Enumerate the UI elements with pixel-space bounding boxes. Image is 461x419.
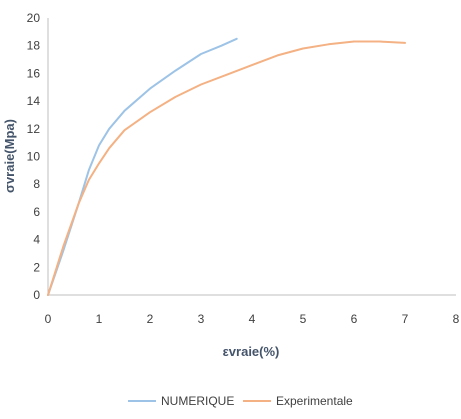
x-tick-label: 3 (198, 312, 205, 326)
x-tick-label: 4 (249, 312, 256, 326)
legend: NUMERIQUE Experimentale (128, 394, 353, 408)
y-tick-label: 14 (27, 94, 41, 108)
y-tick-label: 20 (27, 11, 41, 25)
x-tick-label: 6 (351, 312, 358, 326)
y-tick-label: 18 (27, 39, 41, 53)
legend-label: NUMERIQUE (161, 394, 234, 408)
y-tick-label: 8 (33, 177, 40, 191)
y-tick-labels: 0 2 4 6 8 10 12 14 16 18 20 (27, 11, 41, 302)
x-tick-label: 7 (402, 312, 409, 326)
legend-label: Experimentale (276, 394, 353, 408)
y-tick-label: 16 (27, 66, 41, 80)
x-axis-title: εvraie(%) (223, 344, 280, 359)
series-lines (47, 37, 406, 296)
y-tick-label: 10 (27, 150, 41, 164)
x-tick-label: 8 (453, 312, 460, 326)
y-axis-title: σvraie(Mpa) (2, 119, 17, 193)
y-tick-label: 4 (33, 233, 40, 247)
y-tick-label: 6 (33, 205, 40, 219)
y-tick-label: 2 (33, 260, 40, 274)
x-tick-labels: 0 1 2 3 4 5 6 7 8 (45, 312, 460, 326)
y-tick-label: 12 (27, 122, 41, 136)
series-line-numerique (47, 37, 238, 296)
x-tick-label: 2 (147, 312, 154, 326)
x-tick-label: 1 (96, 312, 103, 326)
x-tick-label: 5 (300, 312, 307, 326)
y-tick-label: 0 (33, 288, 40, 302)
chart-axes (47, 18, 456, 296)
x-tick-label: 0 (45, 312, 52, 326)
series-line-experimentale (47, 40, 406, 296)
